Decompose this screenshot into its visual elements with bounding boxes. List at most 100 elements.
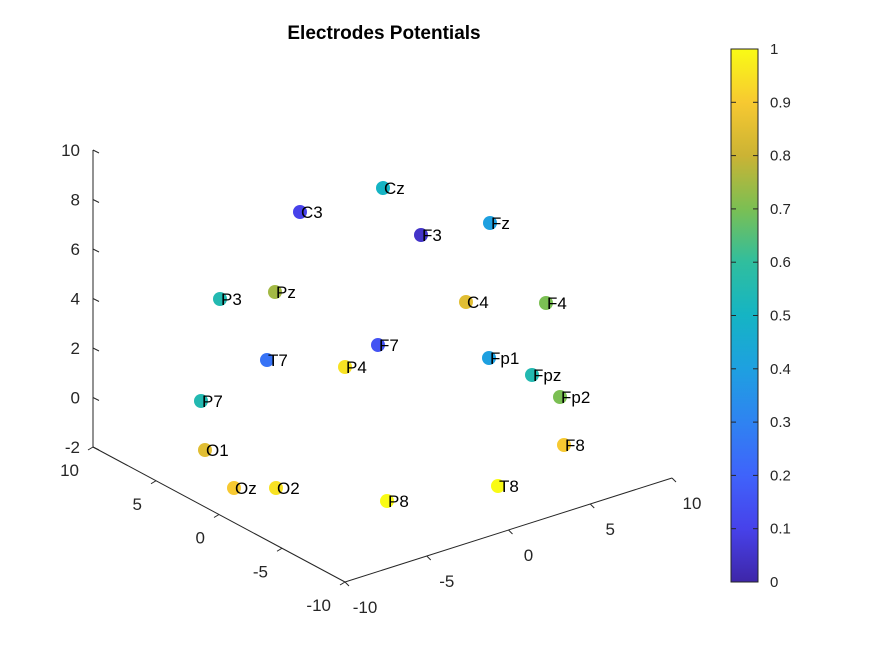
- electrode-marker: [459, 295, 473, 309]
- z-tick-mark: [92, 149, 100, 154]
- electrode-label: O2: [277, 479, 300, 498]
- z-tick-mark: [92, 248, 100, 253]
- electrode-label: Fpz: [533, 366, 561, 385]
- z-tick-label: 6: [71, 240, 80, 259]
- electrode-f3: F3: [414, 226, 442, 245]
- x-ticks: 10 5 0 -5 -10: [60, 446, 346, 615]
- electrode-label: F8: [565, 436, 585, 455]
- electrode-label: F4: [547, 294, 567, 313]
- colorbar-tick-label: 1: [770, 41, 778, 58]
- electrode-marker: [371, 338, 385, 352]
- electrode-marker: [198, 443, 212, 457]
- electrode-label: P8: [388, 492, 409, 511]
- colorbar-ticks: 0 0.1 0.2 0.3 0.4 0.5 0.6 0.7 0.8 0.9 1: [731, 41, 791, 591]
- electrode-label: Pz: [276, 283, 296, 302]
- colorbar-tick-label: 0.8: [770, 148, 791, 165]
- electrode-label: P3: [221, 290, 242, 309]
- y-tick-mark: [671, 477, 677, 483]
- electrode-points: Cz C3 Fz F3 P3 Pz C4 F4 F7 T7 P4 Fp1 Fpz P7 Fp2 F8 O1 Oz O…: [194, 179, 590, 511]
- y-tick-label: 5: [606, 520, 615, 539]
- electrode-marker: [482, 351, 496, 365]
- x-tick-label: 10: [60, 461, 79, 480]
- colorbar-tick-label: 0.9: [770, 94, 791, 111]
- electrode-fp1: Fp1: [482, 349, 519, 368]
- y-tick-mark: [426, 555, 432, 561]
- electrode-marker: [269, 481, 283, 495]
- z-tick-mark: [92, 298, 100, 302]
- electrode-label: O1: [206, 441, 229, 460]
- electrode-label: F7: [379, 336, 399, 355]
- electrode-marker: [376, 181, 390, 195]
- x-tick-label: 0: [196, 529, 205, 548]
- colorbar-tick-label: 0.2: [770, 467, 791, 484]
- electrode-f7: F7: [371, 336, 399, 355]
- z-tick-label: 10: [61, 141, 80, 160]
- electrode-p3: P3: [213, 290, 242, 309]
- y-tick-mark: [344, 581, 350, 587]
- colorbar-tick-label: 0: [770, 574, 778, 591]
- x-tick-mark: [213, 514, 220, 518]
- colorbar-tick-label: 0.7: [770, 201, 791, 218]
- x-tick-mark: [276, 547, 283, 552]
- colorbar-tick-label: 0.5: [770, 308, 791, 325]
- electrode-marker: [557, 438, 571, 452]
- electrode-label: P7: [202, 392, 223, 411]
- electrode-marker: [525, 368, 539, 382]
- electrode-c4: C4: [459, 293, 489, 312]
- electrode-marker: [213, 292, 227, 306]
- electrode-c3: C3: [293, 203, 323, 222]
- z-tick-label: -2: [65, 438, 80, 457]
- electrode-marker: [194, 394, 208, 408]
- colorbar-tick-label: 0.3: [770, 414, 791, 431]
- z-tick-mark: [92, 199, 100, 203]
- electrode-label: Fz: [491, 214, 510, 233]
- electrode-t8: T8: [491, 477, 519, 496]
- y-ticks: -10 -5 0 5 10: [344, 477, 702, 617]
- electrode-label: F3: [422, 226, 442, 245]
- electrode-label: P4: [346, 358, 367, 377]
- electrode-fz: Fz: [483, 214, 510, 233]
- electrode-pz: Pz: [268, 283, 296, 302]
- z-tick-label: 0: [71, 389, 80, 408]
- x-tick-mark: [339, 581, 346, 586]
- electrode-t7: T7: [260, 351, 288, 370]
- electrode-marker: [293, 205, 307, 219]
- z-tick-label: 8: [71, 191, 80, 210]
- electrode-fpz: Fpz: [525, 366, 561, 385]
- electrode-cz: Cz: [376, 179, 405, 198]
- colorbar: 0 0.1 0.2 0.3 0.4 0.5 0.6 0.7 0.8 0.9 1: [730, 41, 791, 591]
- electrode-label: T7: [268, 351, 288, 370]
- x-tick-label: -10: [306, 596, 331, 615]
- electrode-oz: Oz: [227, 479, 257, 498]
- x-tick-label: -5: [253, 562, 268, 581]
- y-tick-label: 0: [524, 546, 533, 565]
- x-tick-label: 5: [133, 495, 142, 514]
- colorbar-tick-label: 0.4: [770, 361, 791, 378]
- electrode-marker: [414, 228, 428, 242]
- x-tick-mark: [87, 446, 94, 451]
- z-ticks: -2 0 2 4 6 8 10: [61, 141, 100, 457]
- colorbar-tick-label: 0.6: [770, 254, 791, 271]
- electrode-marker: [268, 285, 282, 299]
- y-tick-mark: [508, 529, 513, 535]
- y-tick-label: 10: [683, 494, 702, 513]
- electrode-o1: O1: [198, 441, 229, 460]
- electrode-label: T8: [499, 477, 519, 496]
- electrode-fp2: Fp2: [553, 388, 590, 407]
- z-tick-mark: [92, 397, 100, 401]
- chart-title: Electrodes Potentials: [287, 23, 480, 44]
- electrode-label: Oz: [235, 479, 257, 498]
- electrode-marker: [491, 479, 505, 493]
- electrode-label: C4: [467, 293, 489, 312]
- electrode-marker: [539, 296, 553, 310]
- electrode-label: C3: [301, 203, 323, 222]
- y-tick-mark: [589, 503, 595, 509]
- x-tick-mark: [150, 480, 157, 485]
- electrode-label: Fp2: [561, 388, 590, 407]
- y-tick-label: -5: [439, 572, 454, 591]
- electrode-p4: P4: [338, 358, 367, 377]
- electrode-marker: [260, 353, 274, 367]
- electrode-f8: F8: [557, 436, 585, 455]
- electrode-o2: O2: [269, 479, 300, 498]
- electrode-marker: [483, 216, 497, 230]
